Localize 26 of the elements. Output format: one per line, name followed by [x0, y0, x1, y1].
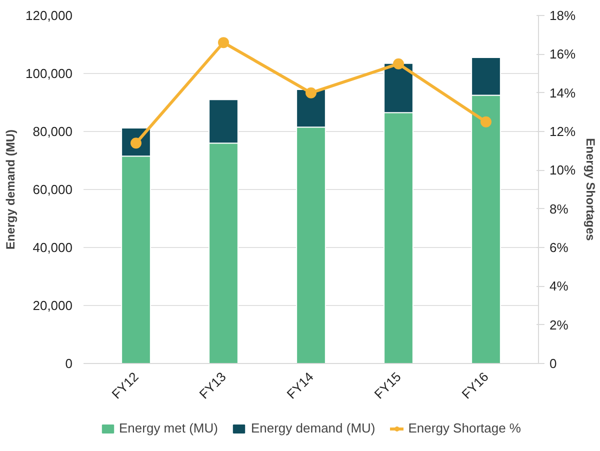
- y2-tick-label: 16%: [550, 46, 576, 62]
- point: [306, 87, 316, 98]
- y2-tick-label: 6%: [550, 240, 569, 255]
- legend-label: Energy demand (MU): [250, 420, 376, 436]
- legend-label: Energy Shortage %: [408, 420, 521, 436]
- point: [393, 58, 404, 70]
- y-axis-title: Energy demand (MU): [4, 129, 18, 250]
- y2-tick-label: 8%: [550, 201, 569, 216]
- y2-tick-label: 12%: [550, 124, 576, 139]
- point: [218, 37, 229, 48]
- point: [480, 116, 492, 128]
- y2-tick-label: 0: [550, 356, 557, 371]
- y-tick-label: 120,000: [26, 8, 73, 23]
- y2-tick-label: 4%: [550, 278, 569, 294]
- y-tick-label: 0: [65, 356, 73, 371]
- y2-tick-label: 14%: [550, 85, 576, 100]
- legend-label: Energy met (MU): [119, 420, 218, 436]
- y-tick-label: 40,000: [32, 240, 73, 255]
- y-tick-label: 100,000: [26, 66, 73, 81]
- y2-axis-title: Energy Shortages: [584, 138, 598, 242]
- y2-tick-label: 18%: [550, 8, 576, 23]
- y-tick-label: 60,000: [32, 182, 73, 197]
- y-tick-label: 80,000: [32, 124, 73, 139]
- y2-tick-label: 10%: [550, 162, 576, 178]
- y-tick-label: 20,000: [32, 298, 73, 313]
- y2-tick-label: 2%: [550, 317, 569, 332]
